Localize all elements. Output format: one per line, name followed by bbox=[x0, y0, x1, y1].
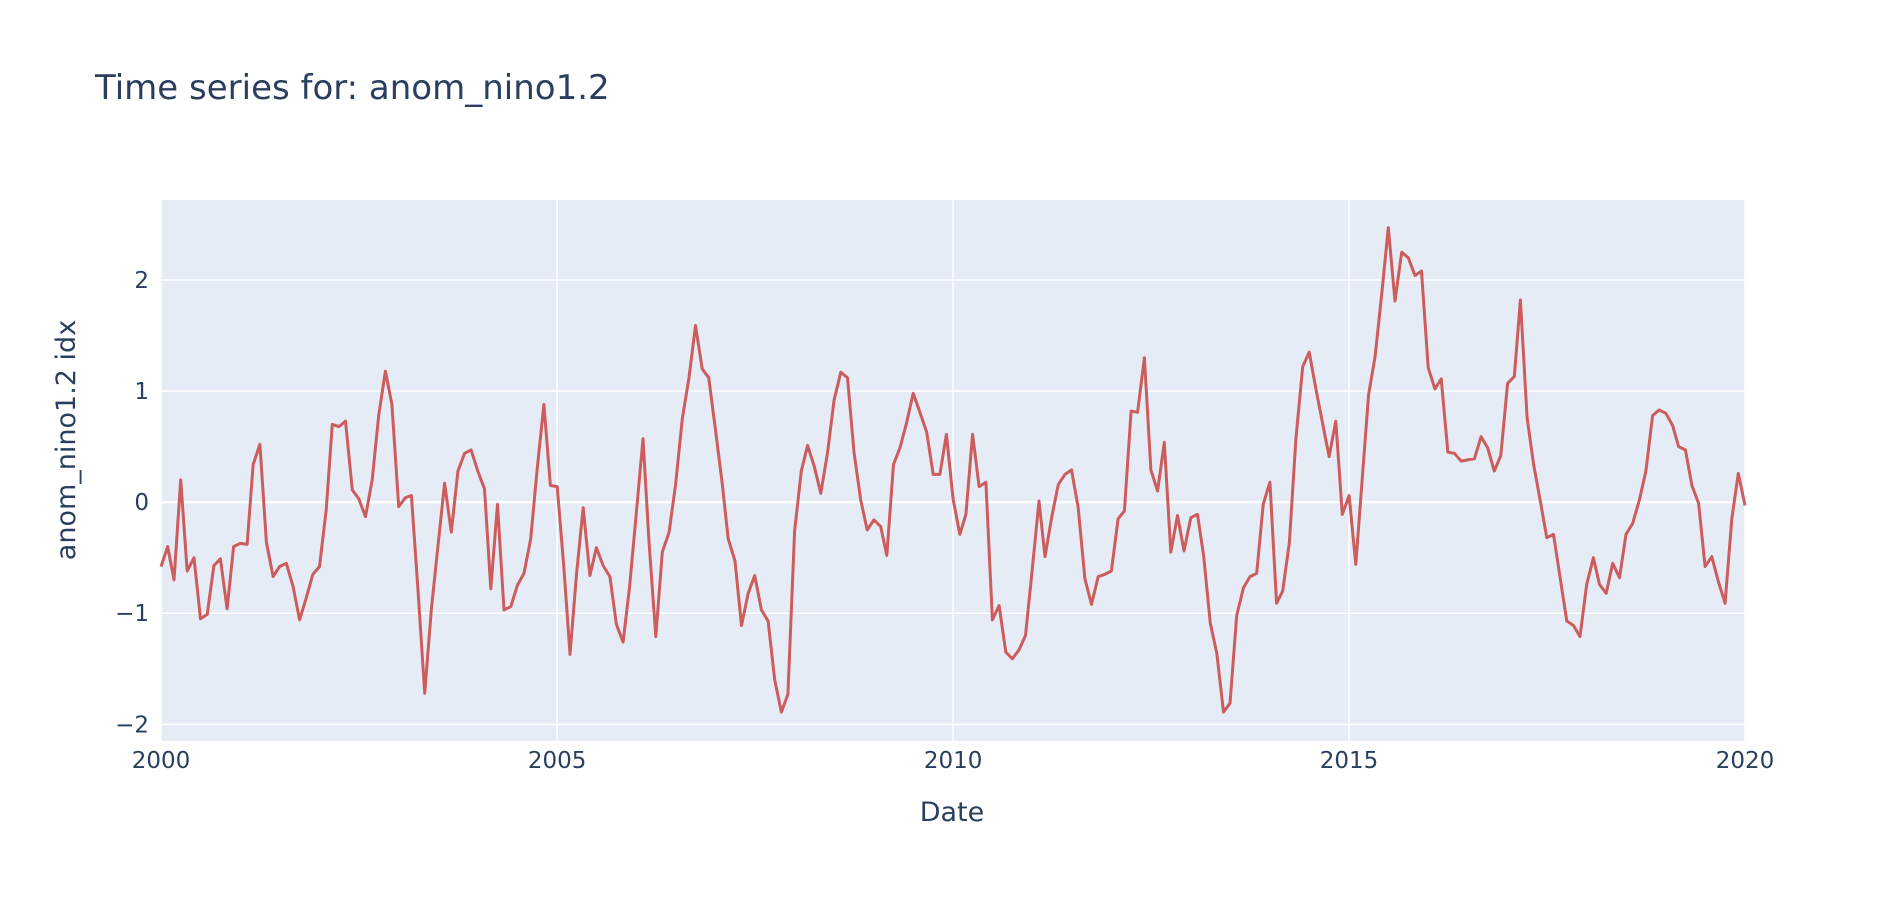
x-tick-label: 2020 bbox=[1716, 748, 1775, 774]
y-tick-label: 1 bbox=[134, 379, 149, 405]
y-axis-label: anom_nino1.2 idx bbox=[51, 320, 82, 560]
y-tick-label: 0 bbox=[134, 490, 149, 516]
x-tick-label: 2000 bbox=[132, 748, 191, 774]
x-axis-label: Date bbox=[920, 797, 985, 828]
series-line bbox=[159, 226, 1747, 714]
x-tick-label: 2010 bbox=[924, 748, 983, 774]
y-tick-label: 2 bbox=[134, 268, 149, 294]
x-tick-label: 2015 bbox=[1320, 748, 1379, 774]
tick-layer: 2000 2005 2010 2015 2020 −2 −1 0 1 2 bbox=[115, 268, 1774, 774]
x-tick-label: 2005 bbox=[528, 748, 587, 774]
y-tick-label: −2 bbox=[115, 712, 149, 738]
y-tick-label: −1 bbox=[115, 601, 149, 627]
series-layer bbox=[159, 226, 1747, 714]
grid-layer bbox=[160, 200, 1746, 741]
chart-title: Time series for: anom_nino1.2 bbox=[94, 68, 610, 108]
